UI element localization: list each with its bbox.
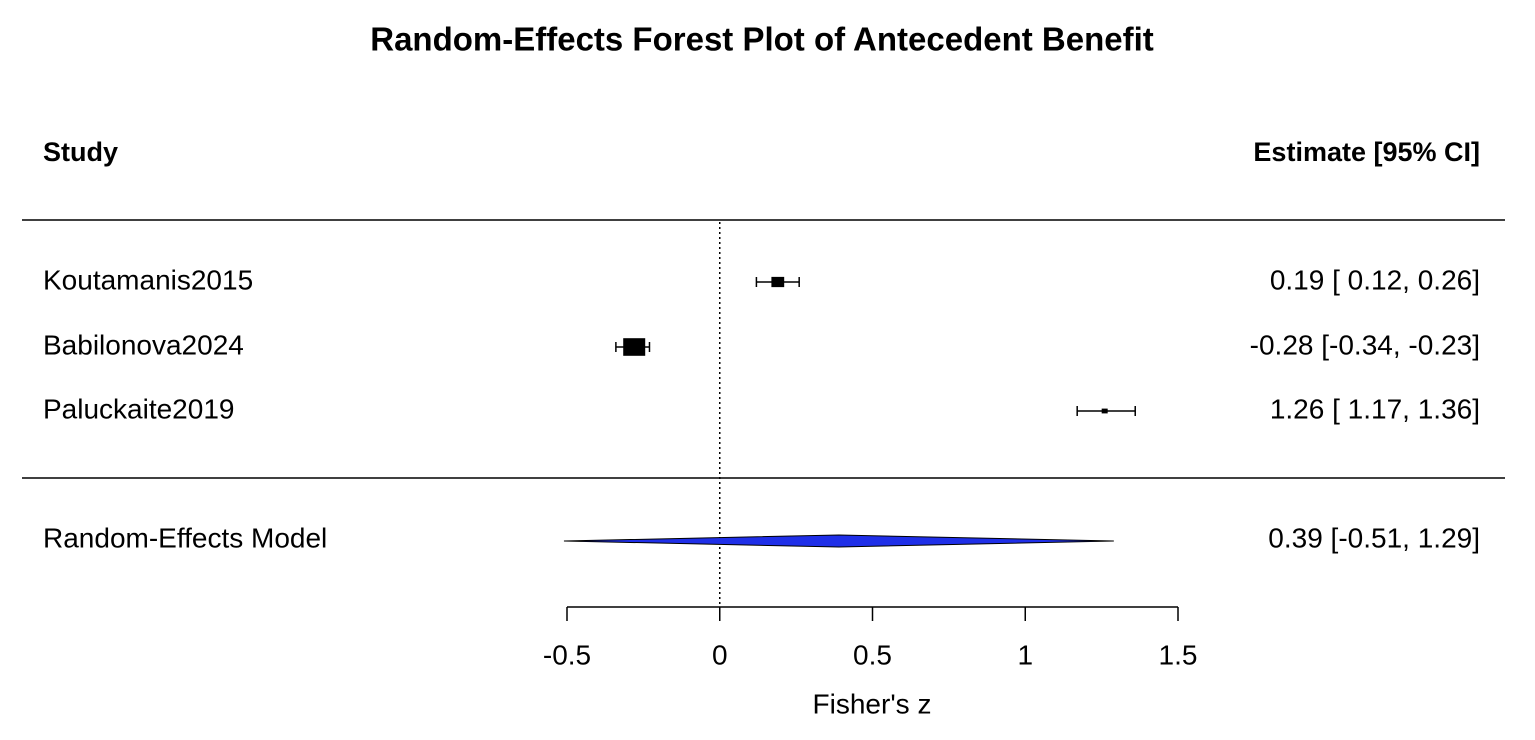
- study-header: Study: [43, 137, 118, 167]
- x-tick-label: 1: [1017, 639, 1033, 670]
- x-tick-label: 1.5: [1159, 639, 1198, 670]
- study-square: [1101, 408, 1108, 414]
- estimate-header: Estimate [95% CI]: [1253, 137, 1480, 167]
- x-tick-label: -0.5: [543, 639, 591, 670]
- model-name: Random-Effects Model: [43, 522, 327, 553]
- estimate-label: 1.26 [ 1.17, 1.36]: [1270, 393, 1480, 424]
- study-name: Babilonova2024: [43, 329, 244, 360]
- study-square: [771, 276, 785, 288]
- chart-title: Random-Effects Forest Plot of Antecedent…: [370, 21, 1154, 58]
- summary-diamond: [563, 534, 1114, 548]
- study-name: Koutamanis2015: [43, 264, 253, 295]
- study-name: Paluckaite2019: [43, 393, 234, 424]
- estimate-label: 0.19 [ 0.12, 0.26]: [1270, 264, 1480, 295]
- x-tick-label: 0.5: [853, 639, 892, 670]
- estimate-label: -0.28 [-0.34, -0.23]: [1250, 329, 1480, 360]
- study-square: [623, 338, 646, 356]
- x-axis-label: Fisher's z: [813, 688, 932, 719]
- model-label: 0.39 [-0.51, 1.29]: [1268, 522, 1480, 553]
- x-tick-label: 0: [712, 639, 728, 670]
